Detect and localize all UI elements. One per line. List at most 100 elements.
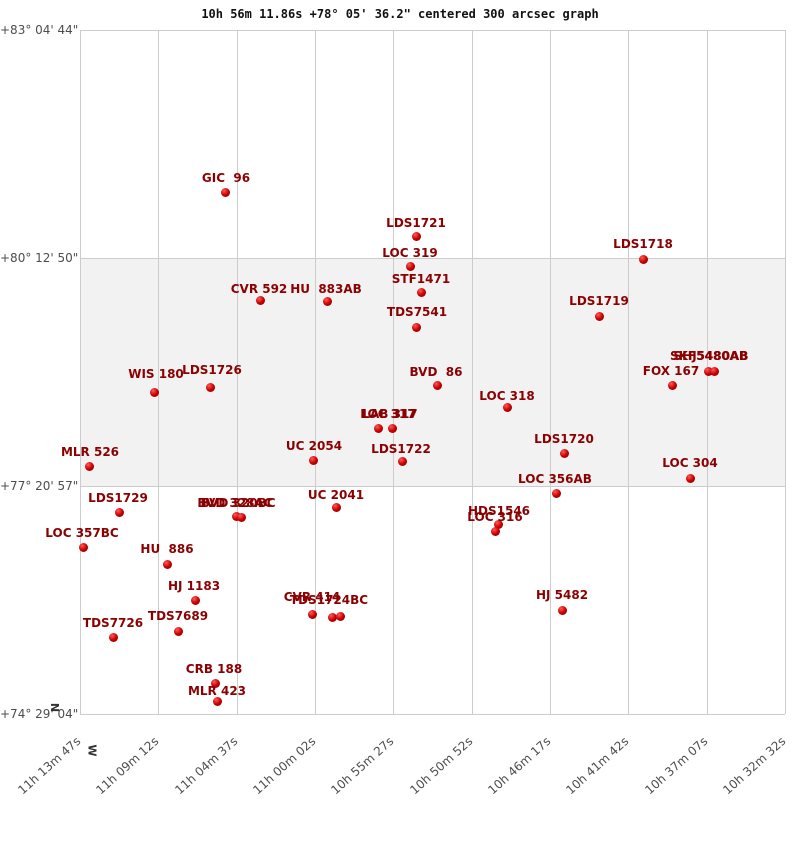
star-label: LOC 304 bbox=[662, 456, 718, 470]
v-gridline bbox=[628, 30, 629, 714]
y-axis-tick-label: +83° 04' 44" bbox=[0, 23, 79, 37]
star-point bbox=[388, 424, 397, 433]
star-point bbox=[639, 255, 648, 264]
star-point bbox=[85, 462, 94, 471]
y-axis-tick-label: +77° 20' 57" bbox=[0, 479, 79, 493]
star-point bbox=[328, 613, 337, 622]
star-point bbox=[221, 188, 230, 197]
star-label: LDS1726 bbox=[182, 363, 242, 377]
star-label: HDS1546 bbox=[467, 504, 531, 518]
star-point bbox=[374, 424, 383, 433]
star-label: GIC 96 bbox=[201, 171, 251, 185]
star-point bbox=[323, 297, 332, 306]
star-point bbox=[412, 323, 421, 332]
star-point bbox=[412, 232, 421, 241]
compass-w-label: W bbox=[85, 744, 99, 757]
star-label: LAB 317 bbox=[362, 407, 418, 421]
star-label: BVD 328AC bbox=[197, 496, 273, 510]
star-label: LDS1721 bbox=[386, 216, 446, 230]
star-point bbox=[336, 612, 345, 621]
star-label: HJ 1183 bbox=[167, 579, 221, 593]
star-label: TDS7726 bbox=[82, 616, 144, 630]
chart-title: 10h 56m 11.86s +78° 05' 36.2" centered 3… bbox=[201, 7, 599, 21]
star-point bbox=[309, 456, 318, 465]
star-label: TDS7541 bbox=[386, 305, 448, 319]
star-label: UC 2041 bbox=[307, 488, 365, 502]
star-label: HU 883AB bbox=[290, 282, 362, 296]
star-label: WIS 180 bbox=[128, 367, 184, 381]
y-axis-tick-label: +74° 29' 04" bbox=[0, 707, 79, 721]
star-point bbox=[213, 697, 222, 706]
star-point bbox=[232, 512, 241, 521]
v-gridline bbox=[315, 30, 316, 714]
star-label: LDS1719 bbox=[569, 294, 629, 308]
star-label: SKF5480AB bbox=[670, 349, 748, 363]
star-point bbox=[150, 388, 159, 397]
star-label: TDS1724BC bbox=[289, 593, 369, 607]
star-label: CVR 592 bbox=[230, 282, 288, 296]
star-point bbox=[686, 474, 695, 483]
star-point bbox=[174, 627, 183, 636]
star-point bbox=[503, 403, 512, 412]
star-point bbox=[494, 520, 503, 529]
h-gridline bbox=[80, 30, 785, 31]
star-point bbox=[406, 262, 415, 271]
star-point bbox=[433, 381, 442, 390]
star-label: HJ 5482 bbox=[535, 588, 589, 602]
star-label: STF1471 bbox=[391, 272, 451, 286]
star-point bbox=[398, 457, 407, 466]
star-label: TDS7689 bbox=[147, 609, 209, 623]
star-point bbox=[417, 288, 426, 297]
star-point bbox=[704, 367, 713, 376]
h-gridline bbox=[80, 486, 785, 487]
star-label: UC 2054 bbox=[285, 439, 343, 453]
star-label: LDS1729 bbox=[88, 491, 148, 505]
star-label: MLR 526 bbox=[60, 445, 120, 459]
v-gridline bbox=[80, 30, 81, 714]
star-point bbox=[491, 527, 500, 536]
star-point bbox=[211, 679, 220, 688]
star-label: BVD 86 bbox=[409, 365, 463, 379]
v-gridline bbox=[550, 30, 551, 714]
star-point bbox=[115, 508, 124, 517]
v-gridline bbox=[237, 30, 238, 714]
star-point bbox=[710, 367, 719, 376]
v-gridline bbox=[158, 30, 159, 714]
star-label: LDS1720 bbox=[534, 432, 594, 446]
star-label: CVR 414 bbox=[283, 590, 341, 604]
star-label: LOC 357BC bbox=[45, 526, 119, 540]
star-point bbox=[560, 449, 569, 458]
star-label: LOC 356AB bbox=[518, 472, 592, 486]
star-point bbox=[79, 543, 88, 552]
star-point bbox=[206, 383, 215, 392]
v-gridline bbox=[472, 30, 473, 714]
star-point bbox=[332, 503, 341, 512]
star-point bbox=[109, 633, 118, 642]
star-chart: 10h 56m 11.86s +78° 05' 36.2" centered 3… bbox=[0, 7, 788, 797]
star-point bbox=[558, 606, 567, 615]
star-point bbox=[163, 560, 172, 569]
v-gridline bbox=[785, 30, 786, 714]
star-label: LDS1722 bbox=[371, 442, 431, 456]
star-label: LOC 316 bbox=[467, 510, 523, 524]
star-point bbox=[308, 610, 317, 619]
star-point bbox=[595, 312, 604, 321]
y-axis-tick-label: +80° 12' 50" bbox=[0, 251, 79, 265]
highlight-band bbox=[80, 258, 785, 486]
v-gridline bbox=[393, 30, 394, 714]
star-label: MLR 423 bbox=[187, 684, 247, 698]
star-label: SHJ5480AB bbox=[673, 349, 749, 363]
star-label: FOX 167 bbox=[642, 364, 700, 378]
h-gridline bbox=[80, 258, 785, 259]
star-point bbox=[191, 596, 200, 605]
star-label: CRB 188 bbox=[185, 662, 243, 676]
star-point bbox=[237, 513, 246, 522]
compass-n-label: N bbox=[48, 702, 62, 713]
x-axis-tick-label: 11h 13m 47s bbox=[15, 734, 84, 798]
star-label: HU 886 bbox=[140, 542, 194, 556]
h-gridline bbox=[80, 714, 785, 715]
star-label: BVD 320BC bbox=[200, 496, 276, 510]
star-label: LOC 319 bbox=[382, 246, 438, 260]
star-point bbox=[256, 296, 265, 305]
star-label: LDS1718 bbox=[613, 237, 673, 251]
